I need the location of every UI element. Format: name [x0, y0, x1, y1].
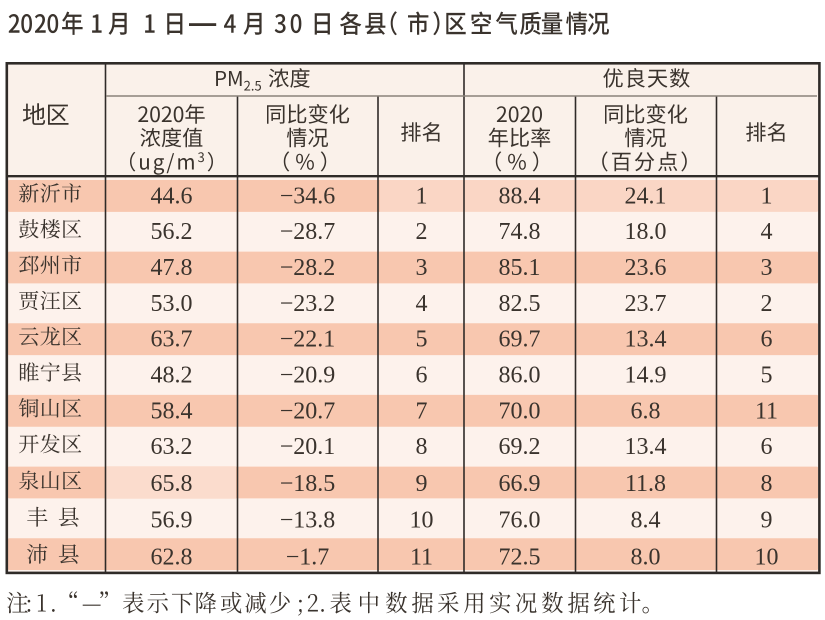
svg-text:8.4: 8.4	[631, 508, 661, 534]
svg-text:3: 3	[761, 255, 773, 281]
svg-text:9: 9	[761, 508, 773, 534]
svg-text:86.0: 86.0	[499, 363, 541, 389]
svg-text:8.0: 8.0	[631, 545, 661, 571]
svg-text:53.0: 53.0	[151, 291, 193, 317]
svg-text:−28.7: −28.7	[280, 219, 336, 245]
svg-text:13.4: 13.4	[625, 434, 667, 460]
svg-text:−18.5: −18.5	[280, 471, 336, 497]
svg-text:10: 10	[755, 545, 779, 571]
svg-text:8: 8	[416, 434, 428, 460]
svg-text:−28.2: −28.2	[280, 255, 336, 281]
svg-text:82.5: 82.5	[499, 291, 541, 317]
svg-text:4: 4	[761, 219, 773, 245]
svg-text:88.4: 88.4	[499, 183, 541, 209]
svg-text:65.8: 65.8	[151, 471, 193, 497]
svg-text:13.4: 13.4	[625, 327, 667, 353]
svg-text:69.7: 69.7	[499, 327, 541, 353]
svg-text:62.8: 62.8	[151, 545, 193, 571]
svg-text:1: 1	[416, 183, 428, 209]
svg-text:6: 6	[761, 327, 773, 353]
svg-text:56.9: 56.9	[151, 508, 193, 534]
svg-text:4: 4	[416, 291, 428, 317]
svg-text:11: 11	[755, 398, 778, 424]
svg-text:14.9: 14.9	[625, 363, 667, 389]
svg-text:66.9: 66.9	[499, 471, 541, 497]
svg-text:−1.7: −1.7	[286, 545, 330, 571]
svg-text:−20.9: −20.9	[280, 363, 336, 389]
svg-text:10: 10	[410, 508, 434, 534]
svg-text:23.7: 23.7	[625, 291, 667, 317]
svg-text:47.8: 47.8	[151, 255, 193, 281]
svg-text:63.2: 63.2	[151, 434, 193, 460]
svg-text:74.8: 74.8	[499, 219, 541, 245]
svg-text:72.5: 72.5	[499, 545, 541, 571]
svg-text:5: 5	[416, 327, 428, 353]
svg-text:69.2: 69.2	[499, 434, 541, 460]
svg-text:23.6: 23.6	[625, 255, 667, 281]
svg-text:58.4: 58.4	[151, 398, 193, 424]
svg-text:24.1: 24.1	[625, 183, 667, 209]
svg-text:−34.6: −34.6	[280, 183, 336, 209]
svg-text:6: 6	[416, 363, 428, 389]
svg-text:−13.8: −13.8	[280, 508, 336, 534]
svg-text:76.0: 76.0	[499, 508, 541, 534]
svg-text:85.1: 85.1	[499, 255, 541, 281]
svg-text:−20.7: −20.7	[280, 398, 336, 424]
svg-text:18.0: 18.0	[625, 219, 667, 245]
svg-text:6.8: 6.8	[631, 398, 661, 424]
svg-text:−23.2: −23.2	[280, 291, 336, 317]
svg-text:−22.1: −22.1	[280, 327, 336, 353]
svg-text:5: 5	[761, 363, 773, 389]
svg-text:7: 7	[416, 398, 428, 424]
svg-text:3: 3	[416, 255, 428, 281]
svg-text:44.6: 44.6	[151, 183, 193, 209]
svg-text:8: 8	[761, 471, 773, 497]
svg-text:56.2: 56.2	[151, 219, 193, 245]
svg-text:11: 11	[410, 545, 433, 571]
svg-text:2: 2	[416, 219, 428, 245]
svg-text:6: 6	[761, 434, 773, 460]
svg-text:2: 2	[761, 291, 773, 317]
svg-text:11.8: 11.8	[625, 471, 666, 497]
svg-text:−20.1: −20.1	[280, 434, 336, 460]
svg-text:9: 9	[416, 471, 428, 497]
svg-text:48.2: 48.2	[151, 363, 193, 389]
svg-text:1: 1	[761, 183, 773, 209]
svg-text:63.7: 63.7	[151, 327, 193, 353]
svg-text:70.0: 70.0	[499, 398, 541, 424]
